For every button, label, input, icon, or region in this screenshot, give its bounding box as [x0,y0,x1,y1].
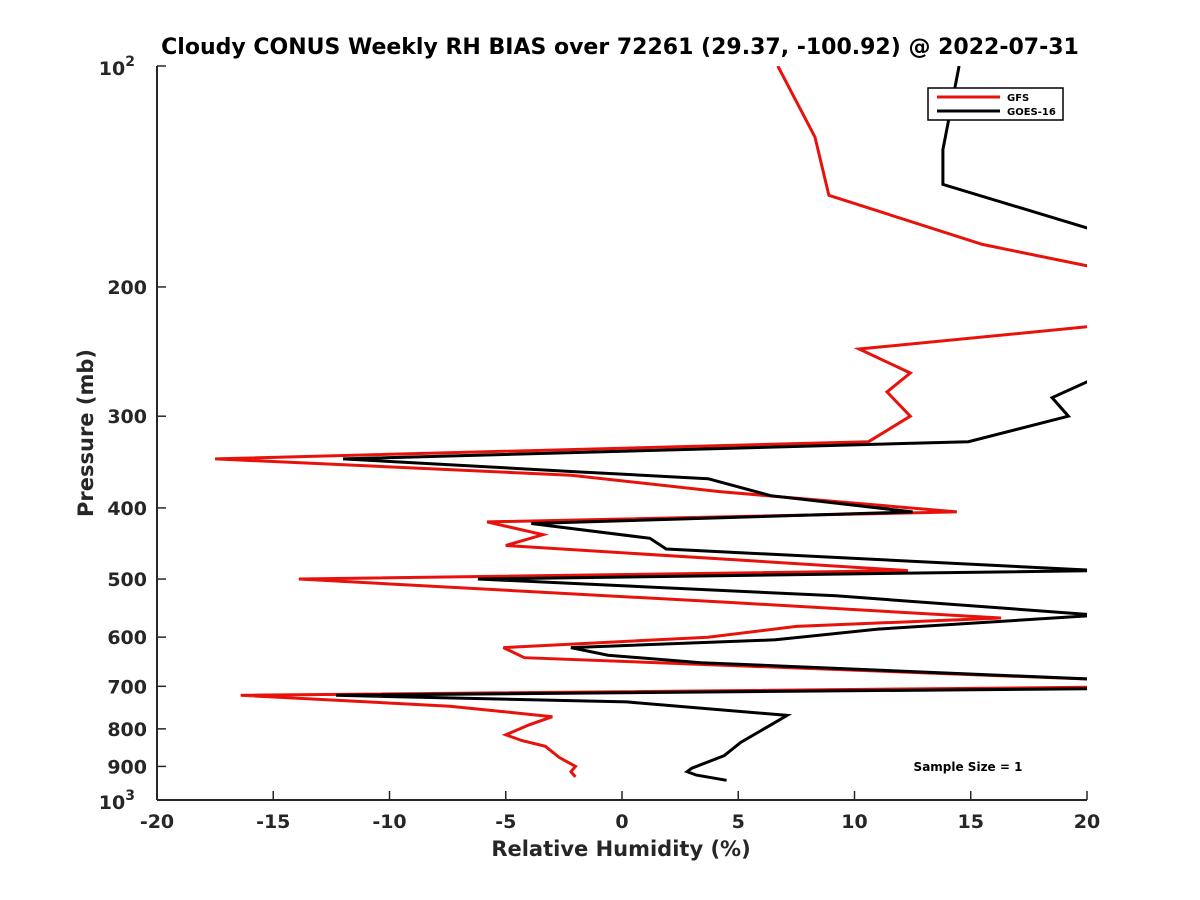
series-line-goes-16 [335,66,1087,782]
legend-label: GFS [1007,93,1029,104]
chart-title: Cloudy CONUS Weekly RH BIAS over 72261 (… [161,35,1079,60]
y-tick-label: 600 [107,627,147,649]
legend-label: GOES-16 [1007,107,1056,118]
y-tick-label: 900 [107,756,147,778]
x-tick-label: -10 [372,811,406,833]
series-line-gfs [215,66,1087,778]
y-axis-label: Pressure (mb) [74,349,98,517]
y-tick-label: 500 [107,569,147,591]
y-tick-label: 103 [99,788,135,814]
y-tick-label: 400 [107,498,147,520]
y-tick-label: 102 [99,54,135,80]
x-tick-label: -20 [140,811,174,833]
y-tick-label: 800 [107,719,147,741]
sample-size-annotation: Sample Size = 1 [914,760,1023,774]
y-tick-label: 300 [107,406,147,428]
x-tick-label: 10 [841,811,867,833]
x-axis-label: Relative Humidity (%) [491,837,750,861]
y-tick-label: 700 [107,676,147,698]
legend-box [927,87,1064,121]
x-tick-label: 15 [958,811,984,833]
x-tick-label: -5 [495,811,516,833]
x-tick-label: 5 [732,811,745,833]
y-tick-label: 200 [107,277,147,299]
x-tick-label: 0 [615,811,628,833]
x-tick-label: -15 [256,811,290,833]
x-tick-label: 20 [1074,811,1100,833]
